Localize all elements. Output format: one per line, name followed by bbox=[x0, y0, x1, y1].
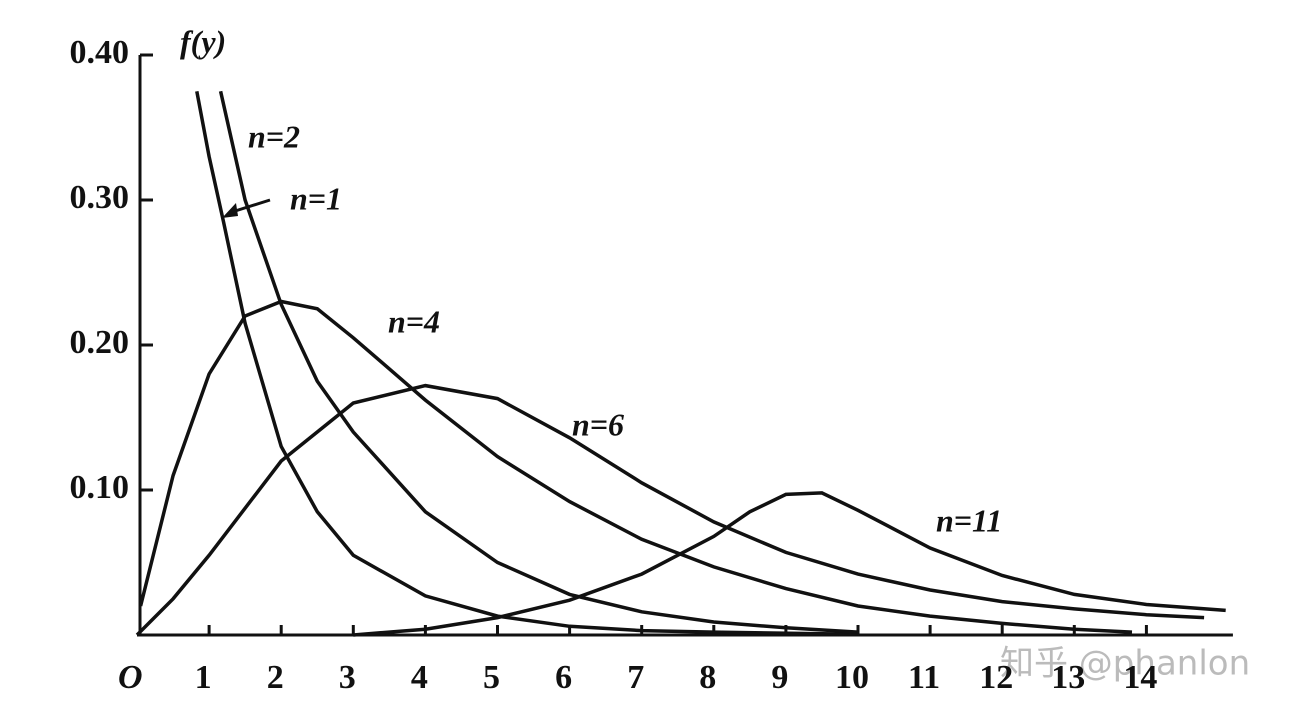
x-tick-label: 5 bbox=[483, 659, 500, 696]
x-tick-label: 4 bbox=[411, 659, 428, 696]
watermark: 知乎 @phanlon bbox=[1000, 644, 1250, 684]
curve bbox=[218, 90, 859, 634]
y-axis-label: f(y) bbox=[180, 23, 226, 59]
curve bbox=[195, 90, 859, 637]
y-tick-label: 0.40 bbox=[70, 34, 130, 71]
curve bbox=[135, 383, 1205, 637]
x-tick-label: 1 bbox=[195, 659, 212, 696]
label-arrow bbox=[231, 198, 271, 214]
origin-label: O bbox=[118, 659, 143, 696]
x-tick-label: 3 bbox=[339, 659, 356, 696]
x-tick-label: 13 bbox=[1051, 659, 1085, 696]
x-tick-label: 8 bbox=[699, 659, 716, 696]
x-tick-label: 7 bbox=[627, 659, 644, 696]
curve-label: n=6 bbox=[572, 406, 624, 442]
x-tick-label: 12 bbox=[979, 659, 1013, 696]
y-tick-label: 0.20 bbox=[70, 324, 130, 361]
curve-label: n=2 bbox=[248, 118, 300, 154]
curve-label: n=1 bbox=[290, 180, 342, 216]
curve bbox=[353, 491, 1226, 637]
x-tick-label: 14 bbox=[1123, 659, 1157, 696]
x-tick-label: 9 bbox=[771, 659, 788, 696]
x-tick-label: 2 bbox=[267, 659, 284, 696]
y-tick-label: 0.30 bbox=[70, 179, 130, 216]
arrow-head bbox=[222, 203, 238, 218]
y-tick-label: 0.10 bbox=[70, 469, 130, 506]
x-tick-label: 11 bbox=[908, 659, 940, 696]
curve bbox=[138, 299, 1133, 634]
curve-label: n=11 bbox=[936, 502, 1002, 538]
curve-label: n=4 bbox=[388, 303, 440, 339]
x-tick-label: 10 bbox=[835, 659, 869, 696]
x-tick-label: 6 bbox=[555, 659, 572, 696]
